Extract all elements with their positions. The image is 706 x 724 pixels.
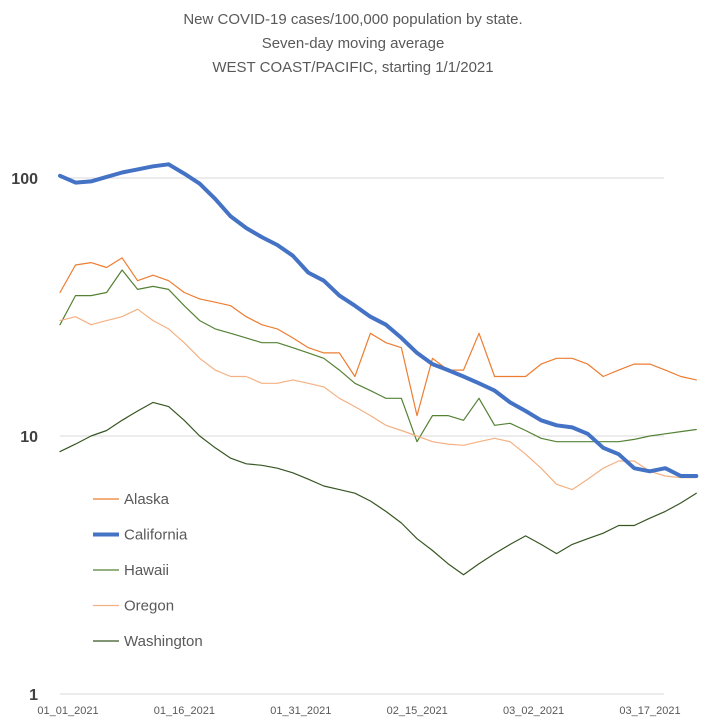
x-tick-label: 03_02_2021 <box>503 705 564 717</box>
x-tick-label: 03_17_2021 <box>619 705 680 717</box>
legend-item-oregon: Oregon <box>93 598 174 615</box>
chart-title-line-3: WEST COAST/PACIFIC, starting 1/1/2021 <box>212 59 493 76</box>
series-line-alaska <box>59 257 697 417</box>
series-line-oregon <box>59 308 697 491</box>
x-tick-label: 01_01_2021 <box>37 705 98 717</box>
legend-item-alaska: Alaska <box>93 491 170 508</box>
y-tick-label: 1 <box>29 687 38 704</box>
legend-label: Alaska <box>124 491 170 508</box>
legend-item-washington: Washington <box>93 633 203 650</box>
y-axis: 100 10 1 <box>11 171 38 704</box>
x-tick-label: 01_16_2021 <box>154 705 215 717</box>
series-line-hawaii <box>59 269 697 443</box>
legend-item-hawaii: Hawaii <box>93 562 169 579</box>
legend-label: Washington <box>124 633 203 650</box>
series-lines <box>58 162 699 576</box>
y-tick-label: 100 <box>11 171 38 188</box>
x-tick-label: 02_15_2021 <box>387 705 448 717</box>
gridlines <box>60 177 664 695</box>
chart-title-line-2: Seven-day moving average <box>262 35 445 52</box>
chart-title: New COVID-19 cases/100,000 population by… <box>183 11 522 76</box>
y-tick-label: 10 <box>20 429 38 446</box>
x-axis: 01_01_2021 01_16_2021 01_31_2021 02_15_2021… <box>37 705 680 717</box>
series-line-washington <box>59 401 697 576</box>
legend-label: California <box>124 527 188 544</box>
legend-item-california: California <box>93 527 188 544</box>
series-line-california <box>58 162 699 478</box>
legend-label: Hawaii <box>124 562 169 579</box>
legend-label: Oregon <box>124 598 174 615</box>
chart-title-line-1: New COVID-19 cases/100,000 population by… <box>183 11 522 28</box>
legend: Alaska California Hawaii Oregon Washington <box>93 491 203 650</box>
x-tick-label: 01_31_2021 <box>270 705 331 717</box>
